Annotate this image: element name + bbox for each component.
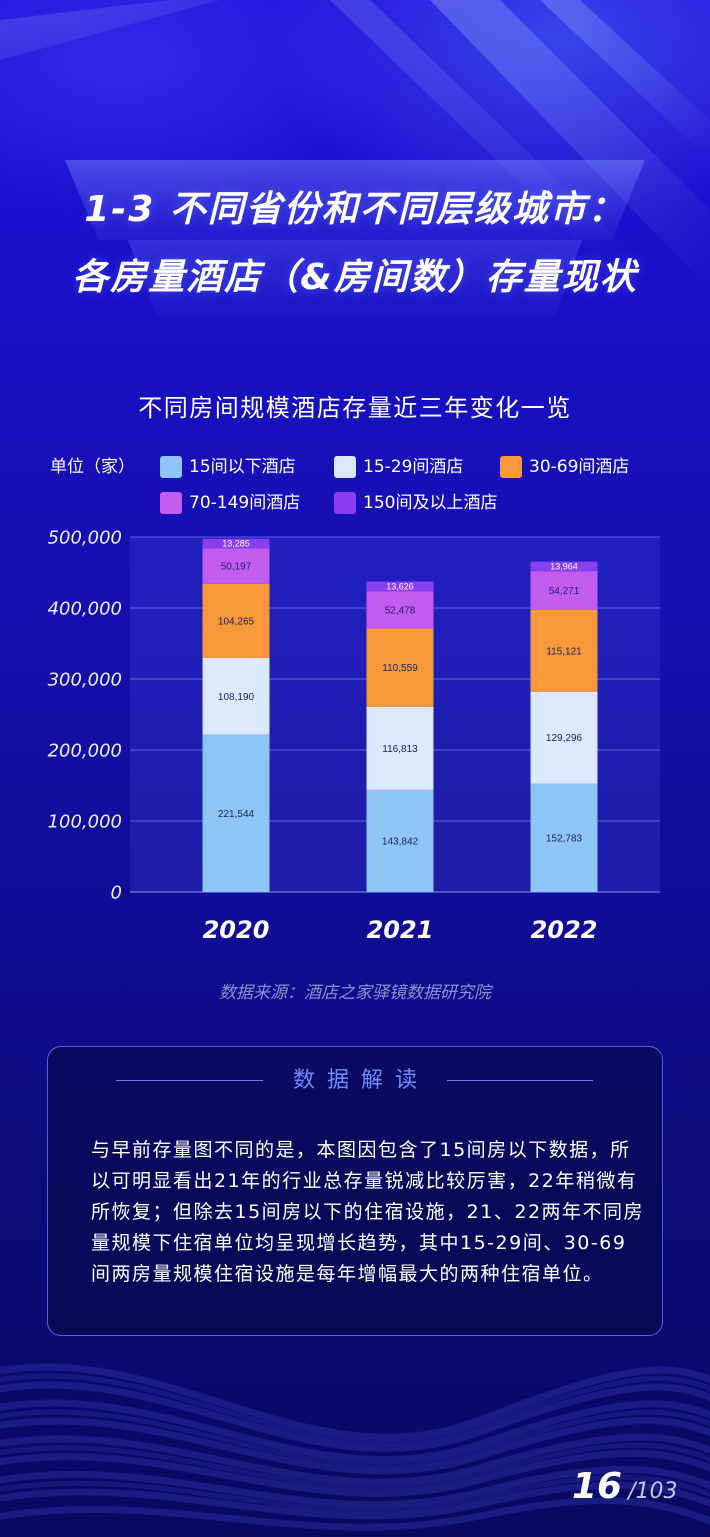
bar-segment-2021-series-3 [366,591,434,629]
data-label: 116,813 [382,744,418,755]
y-axis: 0 100,000 200,000 300,000 400,000 500,000 [48,528,122,904]
interpretation-text: 与早前存量图不同的是，本图因包含了15间房以下数据，所 以可明显看出21年的行业… [91,1135,645,1290]
data-label: 13,285 [222,539,250,549]
bar-segment-2021-series-0 [366,789,434,892]
data-label: 50,197 [221,562,252,573]
x-tick-label: 2021 [367,916,434,944]
legend-swatch [160,492,182,514]
interpretation-line: 所恢复；但除去15间房以下的住宿设施，21、22两年不同房 [91,1201,645,1223]
data-label: 108,190 [218,692,255,703]
wave-stroke [0,1416,710,1475]
bar-stack-2021: 143,842 116,813 110,559 52,478 13,626 [366,581,434,892]
bar-segment-2020-series-1 [202,657,270,735]
bar-segment-2022-series-2 [530,609,598,692]
data-label: 129,296 [546,733,583,744]
data-label: 13,626 [386,581,414,591]
y-tick-label: 200,000 [48,741,122,762]
light-ray [540,0,710,160]
legend-label: 70-149间酒店 [189,493,301,513]
data-label: 52,478 [385,605,416,616]
bar-segment-2021-series-1 [366,706,434,790]
y-tick-label: 300,000 [48,670,122,691]
bars: 221,544 108,190 104,265 50,197 13,285 143,842… [202,538,598,892]
data-label: 115,121 [546,646,582,657]
data-label: 221,544 [218,809,255,820]
background-rays [0,0,710,290]
legend-item-series-4: 150间及以上酒店 [334,491,497,515]
legend-swatch [160,456,182,478]
wave-stroke [0,1399,710,1464]
y-tick-label: 0 [111,883,122,904]
interpretation-line: 量规模下住宿单位均呈现增长趋势，其中15-29间、30-69 [91,1232,627,1254]
bar-segment-2020-series-2 [202,583,270,658]
data-label: 54,271 [549,586,580,597]
legend-item-series-3: 70-149间酒店 [160,491,300,515]
x-axis: 2020 2021 2022 [203,916,598,944]
legend-item-series-1: 15-29间酒店 [334,455,463,479]
interpretation-heading: 数据解读 [292,1068,429,1093]
legend-label: 15间以下酒店 [189,457,296,477]
heading-divider-right [447,1080,593,1081]
unit-label: 单位（家） [50,457,135,477]
data-label: 143,842 [382,836,419,847]
interpretation-line: 间两房量规模住宿设施是每年增幅最大的两种住宿单位。 [91,1263,604,1285]
legend-label: 150间及以上酒店 [363,493,498,513]
stacked-bar-chart: 0 100,000 200,000 300,000 400,000 500,000 221,… [48,528,660,944]
legend-label: 15-29间酒店 [363,457,464,477]
y-tick-label: 100,000 [48,812,122,833]
wave-stroke [0,1409,710,1468]
bar-segment-2022-series-3 [530,571,598,610]
interpretation-line: 与早前存量图不同的是，本图因包含了15间房以下数据，所 [91,1139,631,1161]
page-current: 16 [572,1466,623,1507]
legend-swatch [334,456,356,478]
interpretation-line: 以可明显看出21年的行业总存量锐减比较厉害，22年稍微有 [91,1170,638,1192]
page-title-line-1: 1-3 不同省份和不同层级城市： [84,189,626,230]
data-source-note: 数据来源：酒店之家驿镜数据研究院 [219,983,491,1003]
legend-item-series-0: 15间以下酒店 [160,455,296,479]
x-tick-label: 2022 [531,916,598,944]
page-title-line-2: 各房量酒店（&房间数）存量现状 [72,257,638,298]
bar-segment-2022-series-4 [530,561,598,572]
bar-segment-2022-series-1 [530,691,598,784]
data-label: 104,265 [218,616,255,627]
bar-segment-2022-series-0 [530,783,598,892]
bar-stack-2022: 152,783 129,296 115,121 54,271 13,964 [530,561,598,892]
wave-stroke [0,1373,710,1446]
bar-stack-2020: 221,544 108,190 104,265 50,197 13,285 [202,538,270,892]
legend-swatch [500,456,522,478]
light-ray [0,0,220,60]
light-ray [430,0,710,290]
data-label: 152,783 [546,833,583,844]
data-label: 13,964 [550,561,578,571]
wave-group [0,1363,710,1531]
wave-stroke [0,1363,710,1441]
data-label: 110,559 [382,663,418,674]
x-tick-label: 2020 [203,916,270,944]
page-number: 16 /103 [572,1466,678,1510]
chart-title: 不同房间规模酒店存量近三年变化一览 [138,394,572,422]
bar-segment-2020-series-3 [202,548,270,584]
legend-item-series-2: 30-69间酒店 [500,455,629,479]
interpretation-panel: 数据解读 与早前存量图不同的是，本图因包含了15间房以下数据，所 以可明显看出2… [47,1046,663,1336]
legend-swatch [334,492,356,514]
bar-segment-2021-series-4 [366,581,434,592]
legend-label: 30-69间酒店 [529,457,630,477]
title-banner [65,158,645,317]
page-total: /103 [628,1479,678,1504]
bar-segment-2021-series-2 [366,628,434,707]
y-tick-label: 500,000 [48,528,122,549]
bar-segment-2020-series-4 [202,538,270,549]
y-tick-label: 400,000 [48,599,122,620]
bar-segment-2020-series-0 [202,734,270,892]
heading-divider-left [116,1080,263,1081]
wave-stroke [0,1381,710,1452]
